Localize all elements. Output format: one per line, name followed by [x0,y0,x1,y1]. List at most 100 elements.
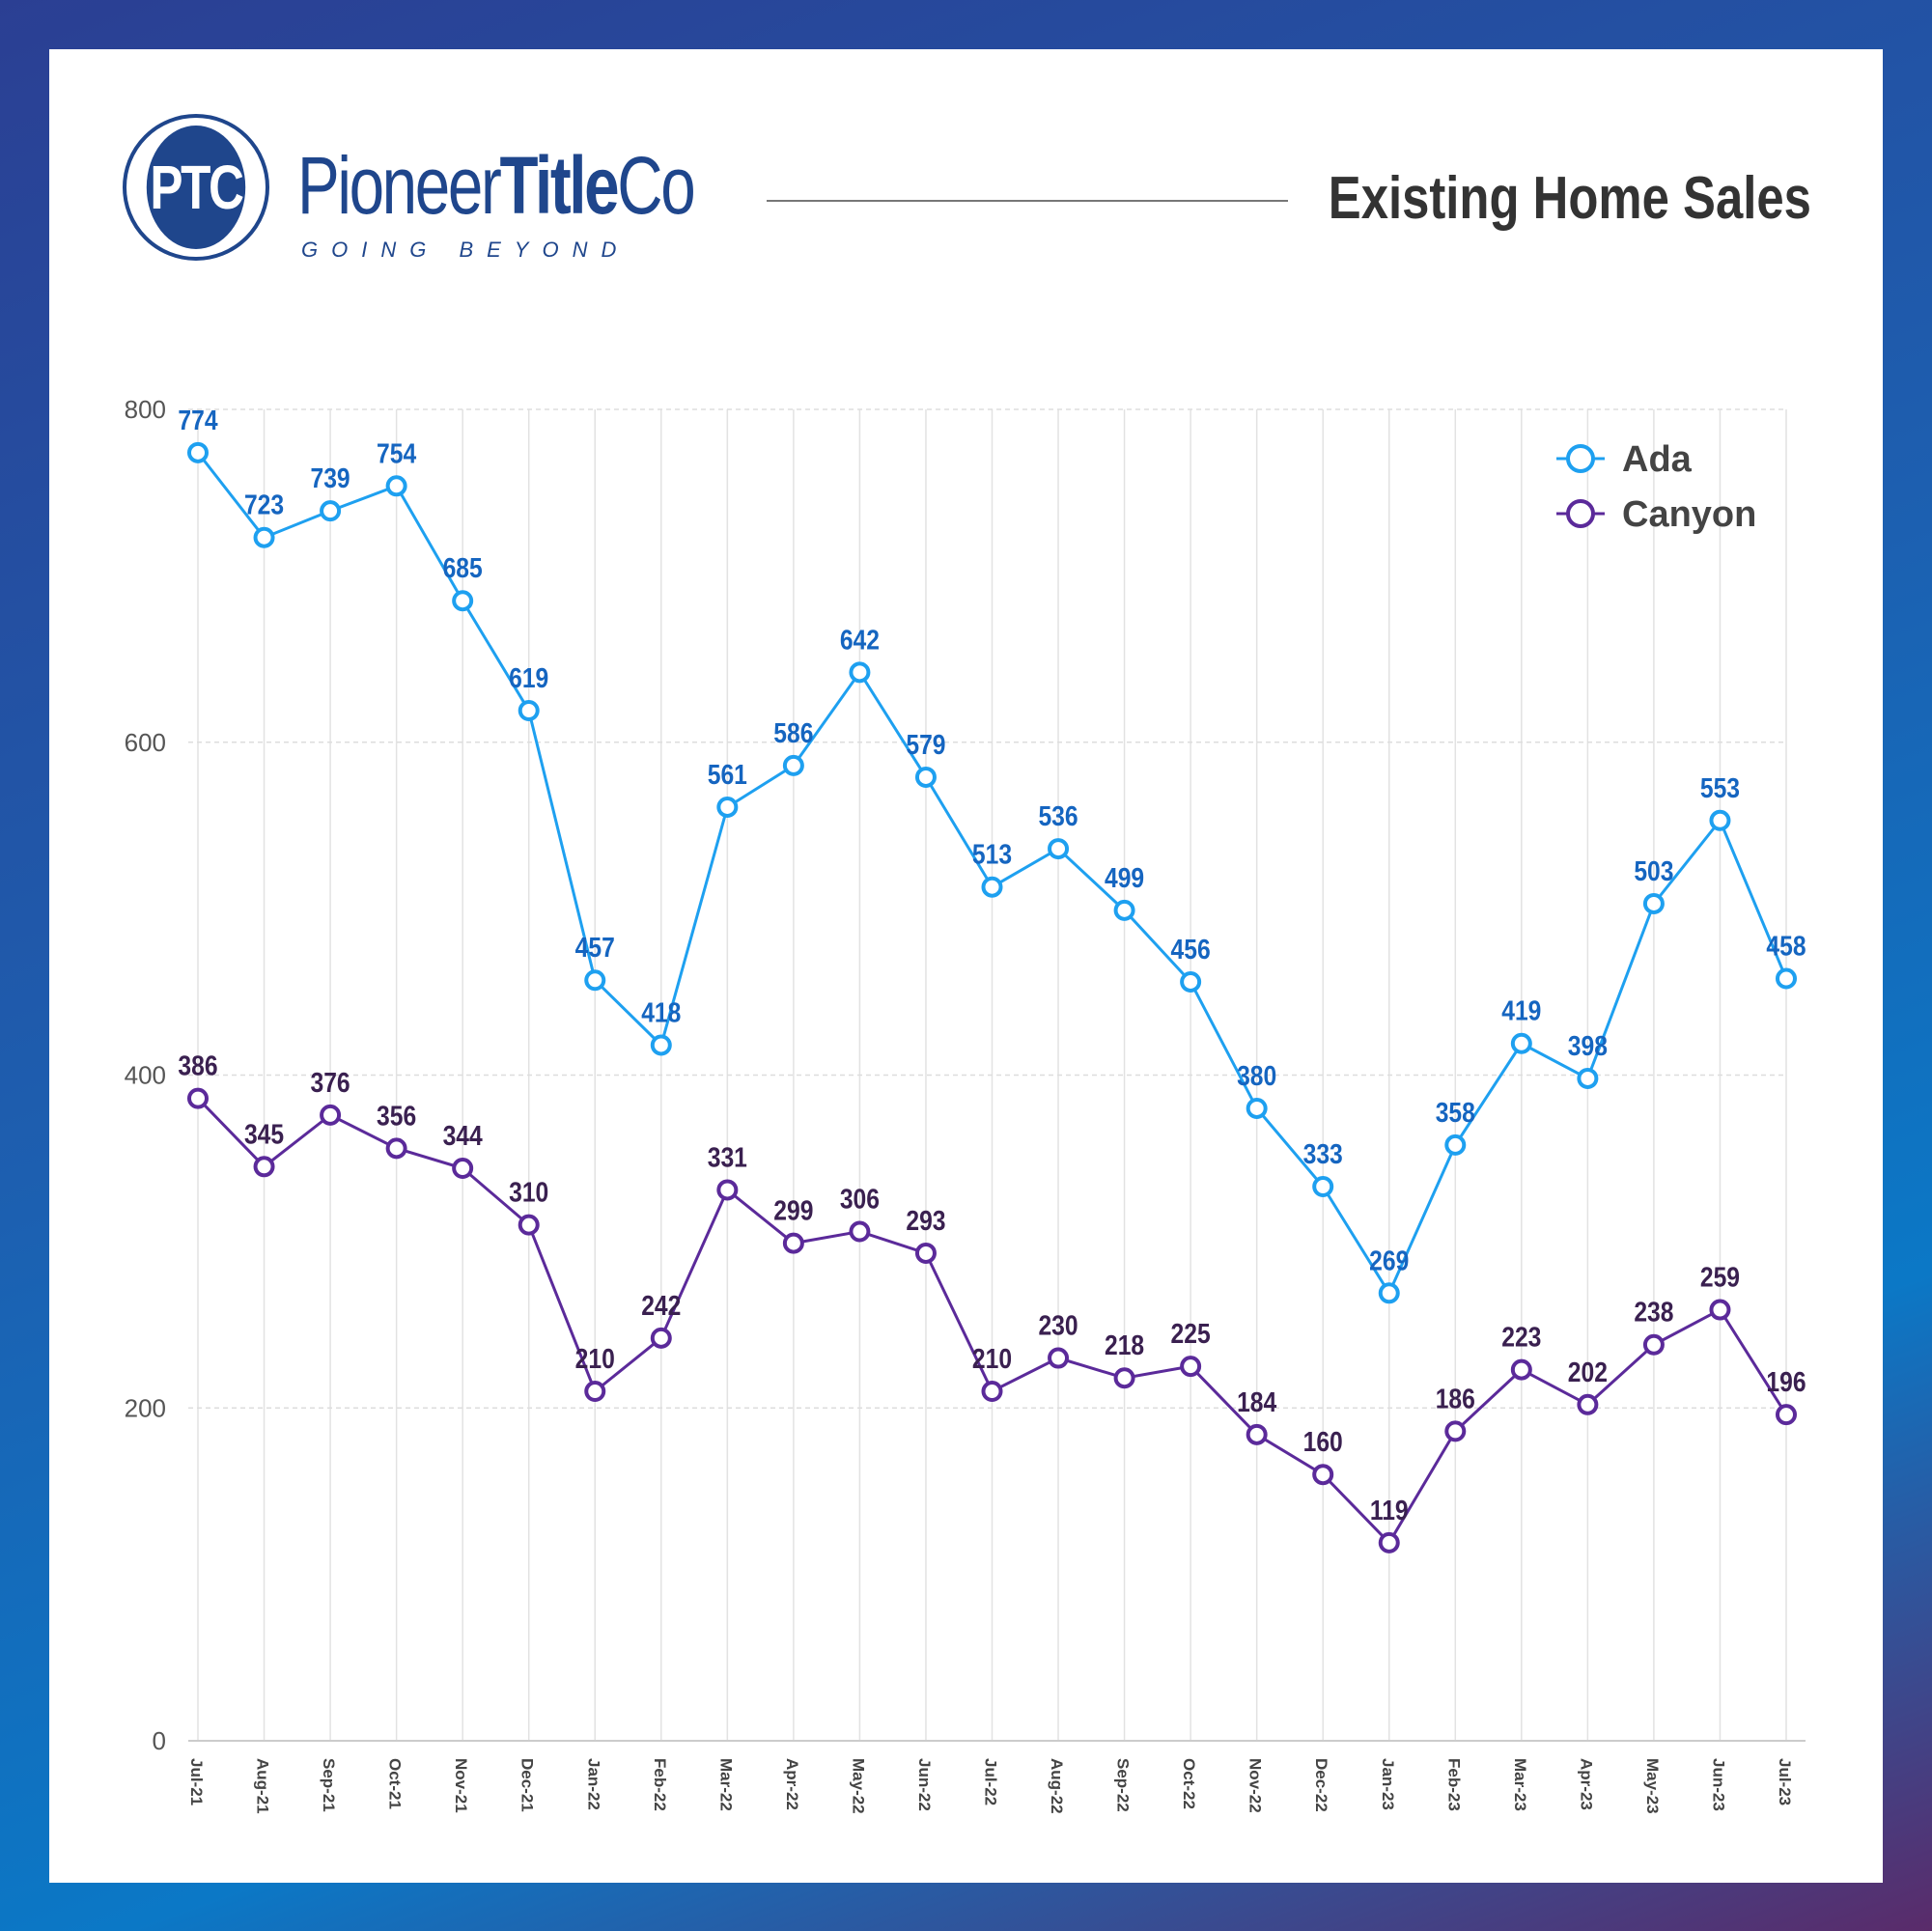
x-tick-label: Jul-22 [982,1758,1000,1805]
x-tick-label: Dec-22 [1312,1758,1330,1812]
canyon-data-label: 259 [1700,1262,1740,1293]
canyon-point [1709,1299,1731,1321]
chart-title: Existing Home Sales [1328,165,1811,232]
canyon-point [716,1179,739,1201]
canyon-point [385,1137,407,1160]
canyon-point [849,1220,871,1243]
canyon-point [518,1214,540,1236]
ada-point [1444,1133,1467,1156]
canyon-data-label: 238 [1634,1297,1673,1328]
ada-data-label: 358 [1436,1097,1475,1128]
canyon-data-label: 242 [641,1290,681,1321]
ada-point [187,441,209,463]
canyon-legend-label: Canyon [1622,494,1756,535]
y-tick-label: 400 [125,1061,166,1090]
ada-data-label: 458 [1766,931,1806,962]
ada-data-label: 739 [311,462,350,493]
canyon-point [1577,1393,1599,1415]
x-tick-label: Mar-22 [716,1758,735,1811]
x-tick-label: May-23 [1643,1758,1662,1814]
canyon-data-label: 225 [1171,1318,1211,1349]
ada-point [1776,967,1797,990]
ada-point [914,766,937,788]
canyon-point [1378,1531,1400,1553]
canyon-data-label: 210 [972,1343,1012,1374]
canyon-point [914,1242,937,1264]
y-tick-label: 600 [125,728,166,757]
brand-bold: Title [499,140,619,231]
brand-name: PioneerTitleCo [297,145,696,226]
canyon-point [1444,1420,1467,1442]
ada-legend-label: Ada [1622,439,1693,480]
canyon-data-label: 119 [1370,1495,1409,1525]
canyon-point [1510,1358,1532,1381]
y-tick-label: 0 [153,1726,166,1755]
x-tick-label: Jan-22 [584,1758,602,1810]
ada-data-label: 503 [1634,855,1673,886]
canyon-point [187,1087,209,1109]
x-tick-label: Nov-21 [452,1758,470,1813]
ada-point [981,876,1003,898]
ada-data-label: 536 [1038,800,1078,831]
x-tick-label: Apr-22 [783,1758,801,1810]
ada-data-label: 457 [575,932,615,963]
canyon-data-label: 386 [178,1050,217,1081]
canyon-data-label: 202 [1568,1357,1608,1387]
ada-point [1709,809,1731,831]
ada-data-label: 723 [244,490,284,520]
x-tick-label: Oct-21 [386,1758,405,1809]
ada-data-label: 456 [1171,934,1211,965]
ada-point [782,754,804,776]
ada-point [1113,899,1135,921]
canyon-data-label: 184 [1237,1386,1276,1417]
canyon-point [1048,1347,1070,1369]
x-tick-label: Oct-22 [1180,1758,1198,1809]
ada-point [518,699,540,721]
ada-data-label: 579 [906,729,945,760]
ada-data-label: 418 [641,997,681,1028]
ada-point [584,969,606,992]
canyon-data-label: 160 [1303,1426,1343,1457]
canyon-data-label: 344 [443,1120,483,1151]
logo-text: PTC [146,126,246,249]
brand-end: Co [617,140,695,231]
x-tick-label: Jan-23 [1379,1758,1397,1810]
canyon-data-label: 356 [377,1100,416,1131]
x-tick-label: Aug-22 [1048,1758,1066,1814]
brand-regular: Pioneer [297,140,502,231]
canyon-data-label: 186 [1436,1384,1475,1414]
canyon-data-label: 223 [1501,1322,1541,1353]
canyon-data-label: 306 [840,1184,880,1215]
canyon-data-label: 230 [1038,1310,1078,1341]
ada-data-label: 685 [443,552,483,583]
chart-card [49,49,1883,1883]
ada-data-label: 419 [1501,995,1541,1026]
ada-data-label: 333 [1303,1138,1343,1169]
ada-data-label: 619 [509,662,548,693]
canyon-point [782,1232,804,1254]
canyon-point [1246,1423,1268,1445]
canyon-point [1642,1333,1665,1356]
canyon-point [650,1327,672,1349]
y-tick-label: 800 [125,395,166,424]
x-tick-label: Dec-21 [518,1758,537,1812]
canyon-data-label: 210 [575,1343,615,1374]
ada-data-label: 561 [708,759,747,790]
header-divider [767,200,1288,202]
logo: PTC [123,114,269,261]
ada-data-label: 754 [377,437,416,468]
x-tick-label: May-22 [849,1758,867,1814]
x-tick-label: Jun-22 [915,1758,934,1811]
ada-legend-marker [1566,444,1595,473]
ada-data-label: 642 [840,624,880,655]
ada-point [1510,1032,1532,1054]
canyon-point [1113,1367,1135,1389]
canyon-point [1312,1464,1334,1486]
x-tick-label: Feb-22 [651,1758,669,1811]
ada-data-label: 513 [972,839,1012,870]
x-tick-label: Jun-23 [1709,1758,1727,1811]
ada-point [1180,970,1202,993]
x-tick-label: Jul-21 [187,1758,206,1805]
ada-data-label: 774 [178,405,217,435]
